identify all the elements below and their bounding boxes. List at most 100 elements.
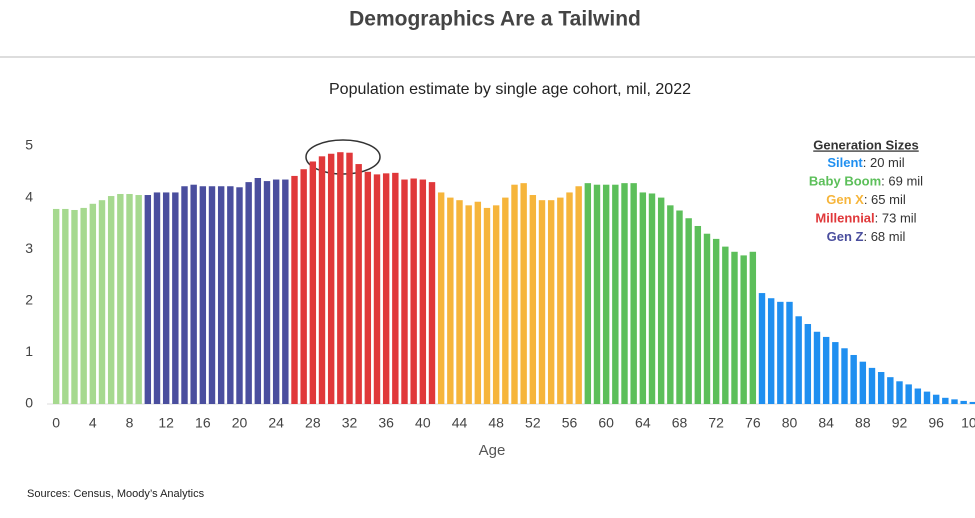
- bar: [621, 183, 628, 404]
- bar: [859, 361, 867, 404]
- bar: [786, 301, 793, 404]
- y-tick-label: 5: [25, 137, 33, 153]
- legend-name: Gen Z: [827, 229, 864, 244]
- bar: [263, 181, 271, 404]
- source: Sources: Census, Moody’s Analytics: [27, 488, 205, 500]
- x-tick-label: 84: [818, 415, 834, 431]
- bar: [602, 184, 610, 404]
- chart-subtitle: Population estimate by single age cohort…: [329, 81, 691, 98]
- x-tick-label: 20: [232, 415, 248, 431]
- bar: [71, 209, 78, 404]
- y-tick-label: 3: [25, 240, 33, 256]
- bar: [795, 316, 802, 404]
- bar: [822, 336, 830, 404]
- bar: [694, 225, 702, 404]
- bar: [557, 197, 564, 404]
- bar: [832, 342, 839, 404]
- bar: [117, 193, 124, 404]
- bar: [667, 205, 674, 404]
- legend-size: : 69 mil: [881, 174, 923, 189]
- bar: [529, 195, 537, 404]
- bar: [428, 182, 436, 404]
- x-tick-label: 16: [195, 415, 211, 431]
- bar: [419, 179, 427, 404]
- bar: [456, 200, 463, 404]
- x-tick-label: 40: [415, 415, 431, 431]
- bar: [144, 195, 152, 404]
- bar: [373, 174, 381, 404]
- bar: [227, 186, 234, 404]
- bar: [575, 186, 582, 404]
- x-tick-label: 44: [452, 415, 468, 431]
- x-tick-label: 24: [268, 415, 284, 431]
- bar: [89, 203, 97, 404]
- bar: [80, 207, 87, 404]
- bar: [612, 184, 619, 404]
- bar: [217, 186, 225, 404]
- bar: [355, 164, 362, 404]
- x-tick-label: 4: [89, 415, 97, 431]
- bar: [914, 388, 922, 404]
- x-tick-label: 56: [562, 415, 578, 431]
- x-tick-label: 36: [378, 415, 394, 431]
- y-tick-label: 0: [25, 395, 33, 411]
- bar: [282, 179, 289, 404]
- bar: [309, 161, 317, 404]
- bar: [657, 197, 665, 404]
- bar: [630, 183, 637, 404]
- bar: [291, 175, 298, 404]
- bar: [181, 186, 188, 404]
- bar: [474, 201, 482, 404]
- bar: [126, 193, 133, 404]
- bar: [896, 381, 903, 404]
- bar: [712, 238, 720, 404]
- bar: [813, 331, 821, 404]
- bar: [951, 399, 958, 404]
- bar: [199, 186, 207, 404]
- bar: [465, 205, 472, 404]
- bar: [98, 200, 106, 404]
- bar: [52, 208, 60, 404]
- bar: [868, 367, 876, 404]
- bar: [584, 183, 592, 404]
- legend-entry: Millennial: 73 mil: [815, 211, 916, 226]
- bar: [346, 152, 353, 404]
- legend-size: : 65 mil: [864, 192, 906, 207]
- bar: [639, 192, 647, 404]
- x-tick-label: 96: [928, 415, 944, 431]
- bar: [538, 200, 546, 404]
- bar: [62, 208, 69, 404]
- bar: [593, 184, 601, 404]
- legend-name: Gen X: [826, 192, 864, 207]
- x-tick-label: 64: [635, 415, 651, 431]
- x-tick-label: 72: [708, 415, 724, 431]
- x-tick-label: 28: [305, 415, 321, 431]
- bar: [327, 153, 335, 404]
- x-tick-label: 8: [126, 415, 134, 431]
- bar: [236, 187, 243, 404]
- bar: [502, 197, 509, 404]
- x-tick-label: 100: [961, 415, 975, 431]
- legend-title: Generation Sizes: [813, 137, 918, 152]
- bar: [190, 184, 197, 404]
- bar: [877, 372, 885, 404]
- bar: [107, 196, 115, 404]
- legend-entry: Gen X: 65 mil: [826, 192, 906, 207]
- bar: [804, 324, 812, 404]
- bar: [932, 394, 940, 404]
- bar: [685, 218, 692, 404]
- x-tick-label: 60: [598, 415, 614, 431]
- bar: [850, 354, 857, 404]
- bar: [841, 348, 848, 404]
- bar: [392, 172, 399, 404]
- bar: [437, 192, 445, 404]
- x-tick-label: 76: [745, 415, 761, 431]
- bar: [566, 192, 573, 404]
- bar: [447, 197, 454, 404]
- bar: [401, 179, 408, 404]
- bar: [245, 182, 252, 404]
- y-tick-label: 4: [25, 188, 33, 204]
- chart-title: Demographics Are a Tailwind: [349, 8, 641, 31]
- legend-name: Baby Boom: [809, 174, 881, 189]
- x-tick-label: 88: [855, 415, 871, 431]
